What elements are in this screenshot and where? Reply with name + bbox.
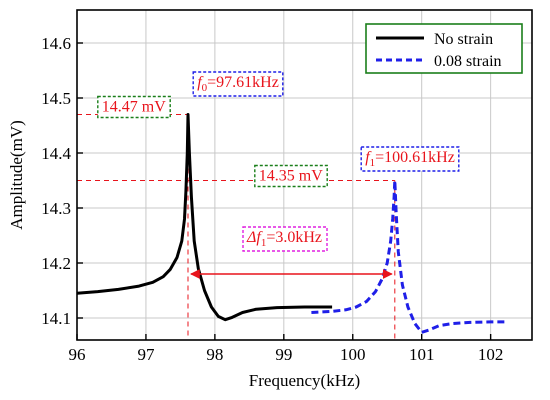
x-tick-label: 101 <box>409 345 435 364</box>
legend-label-no-strain: No strain <box>434 31 493 48</box>
y-tick-label: 14.2 <box>41 254 71 273</box>
delta-f-label-box <box>242 226 328 252</box>
amp1-label-box <box>254 164 328 188</box>
x-tick-label: 99 <box>275 345 292 364</box>
y-tick-labels: 14.1 14.2 14.3 14.4 14.5 14.6 <box>41 34 71 328</box>
plot-area-frame <box>76 9 533 341</box>
delta-f-label: Δf1=3.0kHz <box>246 229 322 249</box>
legend-box <box>365 23 523 74</box>
x-tick-label: 102 <box>478 345 504 364</box>
y-tick-label: 14.5 <box>41 89 71 108</box>
series-line-1 <box>311 179 505 334</box>
legend: No strain 0.08 strain <box>365 23 523 74</box>
amp0-label: 14.47 mV <box>102 99 166 116</box>
f0-label-box <box>192 71 284 97</box>
series-line-0 <box>76 113 333 322</box>
f0-label: f0=97.61kHz <box>197 74 279 94</box>
f1-label: f1=100.61kHz <box>365 149 455 169</box>
x-tick-labels: 96 97 98 99 100 101 102 <box>69 345 504 364</box>
legend-label-strain: 0.08 strain <box>434 53 502 70</box>
x-axis-title: Frequency(kHz) <box>249 371 360 390</box>
x-tick-label: 96 <box>69 345 86 364</box>
f1-label-box <box>360 146 460 172</box>
annotations: f0=97.61kHz 14.47 mV f1=100.61kHz 14.35 … <box>97 71 460 279</box>
y-tick-label: 14.3 <box>41 199 71 218</box>
guide-lines <box>77 114 396 340</box>
x-tick-label: 97 <box>137 345 155 364</box>
x-tick-label: 98 <box>206 345 223 364</box>
series-lines <box>76 113 505 334</box>
x-tick-label: 100 <box>340 345 366 364</box>
axis-ticks <box>76 42 492 340</box>
y-axis-title: Amplitude(mV) <box>7 120 26 230</box>
y-tick-label: 14.1 <box>41 309 71 328</box>
y-tick-label: 14.6 <box>41 34 71 53</box>
amp0-label-box <box>97 95 171 119</box>
y-tick-label: 14.4 <box>41 144 71 163</box>
amp1-label: 14.35 mV <box>259 168 323 185</box>
